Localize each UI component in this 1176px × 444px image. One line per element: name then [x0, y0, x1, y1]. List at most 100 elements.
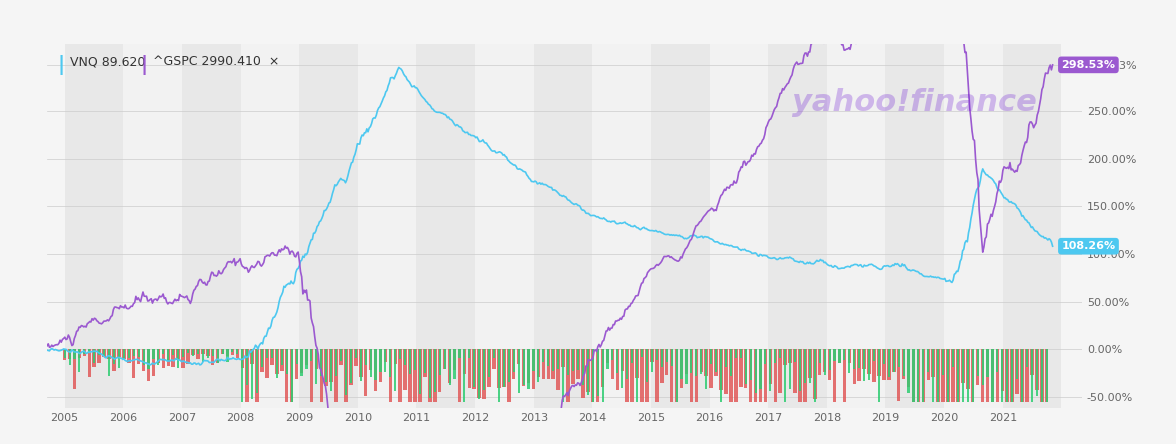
Bar: [873, 349, 876, 381]
Bar: [403, 349, 407, 389]
Bar: [325, 349, 328, 386]
Bar: [270, 349, 274, 365]
Bar: [266, 349, 268, 357]
Bar: [927, 349, 930, 381]
Bar: [132, 349, 135, 378]
Bar: [528, 349, 529, 389]
Bar: [827, 44, 886, 408]
Bar: [882, 349, 886, 380]
Bar: [942, 349, 944, 375]
Bar: [961, 349, 964, 384]
Bar: [788, 349, 791, 363]
Bar: [93, 349, 96, 367]
Bar: [730, 349, 731, 376]
Bar: [87, 349, 91, 377]
Bar: [774, 349, 776, 363]
Bar: [897, 349, 900, 367]
Bar: [437, 349, 441, 392]
Bar: [794, 349, 796, 362]
Bar: [405, 349, 406, 365]
Bar: [630, 349, 634, 402]
Bar: [201, 349, 205, 354]
Bar: [473, 349, 475, 387]
Bar: [153, 349, 154, 359]
Bar: [62, 349, 66, 361]
Bar: [483, 349, 486, 390]
Bar: [783, 349, 787, 365]
Bar: [724, 349, 728, 394]
Bar: [241, 44, 299, 408]
Bar: [443, 349, 446, 369]
Bar: [927, 349, 929, 372]
Bar: [706, 349, 707, 389]
Bar: [196, 349, 199, 354]
Bar: [883, 349, 884, 364]
Bar: [202, 349, 203, 361]
Bar: [991, 349, 994, 402]
Bar: [799, 349, 802, 402]
Bar: [335, 349, 338, 377]
Bar: [542, 349, 546, 379]
Bar: [161, 349, 165, 368]
Bar: [655, 349, 659, 402]
Bar: [666, 349, 668, 362]
Bar: [990, 349, 994, 402]
Bar: [774, 349, 777, 402]
Bar: [593, 44, 652, 408]
Bar: [947, 349, 950, 402]
Bar: [720, 349, 722, 402]
Bar: [814, 349, 816, 402]
Bar: [828, 349, 831, 380]
Bar: [854, 349, 855, 369]
Bar: [320, 349, 322, 377]
Bar: [556, 349, 560, 390]
Bar: [823, 349, 826, 375]
Bar: [808, 349, 811, 378]
Bar: [587, 349, 589, 396]
Bar: [537, 349, 540, 382]
Bar: [358, 44, 416, 408]
Bar: [660, 349, 663, 383]
Bar: [250, 349, 254, 365]
Bar: [429, 349, 430, 398]
Bar: [848, 349, 850, 373]
Bar: [167, 349, 171, 366]
Bar: [285, 349, 288, 402]
Bar: [513, 349, 515, 372]
Bar: [652, 44, 709, 408]
Bar: [1025, 349, 1028, 368]
Bar: [330, 349, 332, 391]
Bar: [1025, 349, 1029, 402]
Bar: [493, 349, 495, 358]
Bar: [419, 349, 422, 402]
Bar: [142, 349, 145, 365]
Bar: [1040, 349, 1043, 402]
Bar: [834, 349, 836, 361]
Bar: [236, 349, 239, 354]
Bar: [888, 349, 890, 377]
Bar: [176, 349, 180, 360]
Bar: [182, 349, 185, 357]
Bar: [186, 349, 189, 365]
Bar: [922, 349, 924, 402]
Text: 108.26%: 108.26%: [1062, 241, 1116, 251]
Bar: [388, 349, 392, 402]
Bar: [744, 349, 748, 388]
Bar: [409, 349, 412, 374]
Bar: [596, 349, 600, 402]
Bar: [760, 349, 762, 389]
Bar: [873, 349, 875, 361]
Bar: [434, 349, 436, 392]
Bar: [497, 349, 501, 388]
Bar: [996, 349, 1000, 402]
Bar: [562, 349, 564, 402]
Bar: [216, 349, 219, 363]
Bar: [172, 349, 175, 367]
Bar: [818, 349, 822, 375]
Bar: [700, 349, 703, 372]
Bar: [931, 349, 935, 377]
Bar: [428, 349, 432, 402]
Bar: [1021, 349, 1023, 402]
Bar: [640, 349, 643, 402]
Bar: [891, 349, 895, 372]
